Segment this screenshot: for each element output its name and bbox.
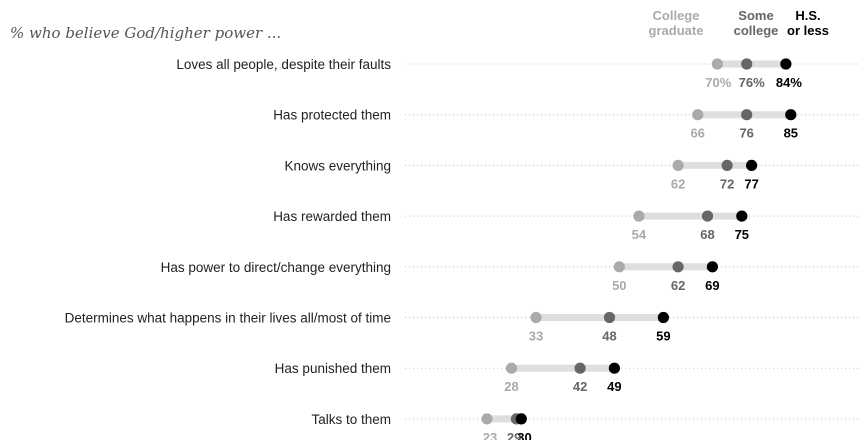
value-label-some-college: 76 xyxy=(739,126,753,141)
dot-some-college xyxy=(603,311,616,324)
dot-hs-or-less xyxy=(780,58,792,70)
value-label-some-college: 68 xyxy=(700,227,714,242)
chart-row: Has punished them 28 42 49 xyxy=(275,361,860,394)
dot-college-graduate xyxy=(530,311,542,324)
row-label: Determines what happens in their lives a… xyxy=(65,311,391,326)
row-label: Has rewarded them xyxy=(273,209,391,224)
dot-college-graduate xyxy=(692,109,704,121)
value-label-college-graduate: 54 xyxy=(632,227,647,242)
legend-entry-some-college-line-1: Some xyxy=(738,8,773,23)
legend-entry-hs-or-less-line-2: or less xyxy=(787,23,829,38)
dot-college-graduate xyxy=(613,261,625,273)
chart-rows: Loves all people, despite their faults 70… xyxy=(65,57,860,440)
dot-some-college xyxy=(574,362,586,374)
value-label-some-college: 62 xyxy=(671,278,685,293)
chart-row: Has protected them 66 76 85 xyxy=(273,108,860,141)
value-label-some-college: 42 xyxy=(573,379,587,394)
dot-hs-or-less xyxy=(746,159,758,171)
chart-row: Knows everything 62 72 77 xyxy=(284,158,860,191)
row-label: Talks to them xyxy=(311,412,391,427)
value-label-hs-or-less: 49 xyxy=(607,379,621,394)
value-label-some-college: 72 xyxy=(720,176,734,191)
dot-college-graduate xyxy=(481,413,493,425)
value-label-some-college: 48 xyxy=(602,329,616,344)
legend-entry-college-graduate-line-1: College xyxy=(653,8,700,23)
dot-college-graduate xyxy=(505,362,518,374)
dot-some-college xyxy=(741,109,753,121)
value-label-college-graduate: 62 xyxy=(671,176,685,191)
value-label-college-graduate: 28 xyxy=(504,379,518,394)
dot-hs-or-less xyxy=(515,413,527,425)
value-label-college-graduate: 23 xyxy=(483,430,497,440)
value-label-hs-or-less: 84% xyxy=(776,75,802,90)
value-label-college-graduate: 50 xyxy=(612,278,626,293)
row-label: Has punished them xyxy=(275,361,391,376)
dot-some-college xyxy=(721,159,733,171)
value-label-college-graduate: 66 xyxy=(690,126,704,141)
dot-some-college xyxy=(672,261,684,273)
dot-college-graduate xyxy=(672,159,684,171)
value-label-hs-or-less: 77 xyxy=(744,176,758,191)
dot-hs-or-less xyxy=(706,261,719,273)
chart-title: % who believe God/higher power ... xyxy=(10,24,281,42)
value-label-hs-or-less: 85 xyxy=(784,126,798,141)
value-label-some-college: 29 xyxy=(507,430,521,440)
row-label: Loves all people, despite their faults xyxy=(176,57,391,72)
legend-entry-college-graduate-line-2: graduate xyxy=(649,23,704,38)
dot-hs-or-less xyxy=(657,311,670,324)
dot-college-graduate xyxy=(633,210,645,222)
dot-hs-or-less xyxy=(785,109,797,121)
legend-entry-some-college-line-2: college xyxy=(734,23,779,38)
value-label-hs-or-less: 69 xyxy=(705,278,719,293)
dot-hs-or-less xyxy=(608,362,621,374)
dot-some-college xyxy=(701,210,714,222)
value-label-some-college: 76% xyxy=(739,75,765,90)
row-label: Has protected them xyxy=(273,108,391,123)
chart-row: Loves all people, despite their faults 70… xyxy=(176,57,860,90)
row-label: Knows everything xyxy=(284,158,391,173)
dot-college-graduate xyxy=(711,58,723,70)
value-label-hs-or-less: 75 xyxy=(735,227,749,242)
dot-some-college xyxy=(741,58,753,70)
chart-row: Has rewarded them 54 68 75 xyxy=(273,209,860,242)
legend-entry-hs-or-less-line-1: H.S. xyxy=(795,8,820,23)
dot-hs-or-less xyxy=(736,210,748,222)
value-label-college-graduate: 33 xyxy=(529,329,543,344)
value-label-college-graduate: 70% xyxy=(705,75,731,90)
value-label-hs-or-less: 30 xyxy=(517,430,531,440)
chart-row: Has power to direct/change everything 50 6… xyxy=(161,260,860,293)
row-label: Has power to direct/change everything xyxy=(161,260,391,275)
value-label-hs-or-less: 59 xyxy=(656,329,670,344)
chart-row: Determines what happens in their lives a… xyxy=(65,311,860,344)
